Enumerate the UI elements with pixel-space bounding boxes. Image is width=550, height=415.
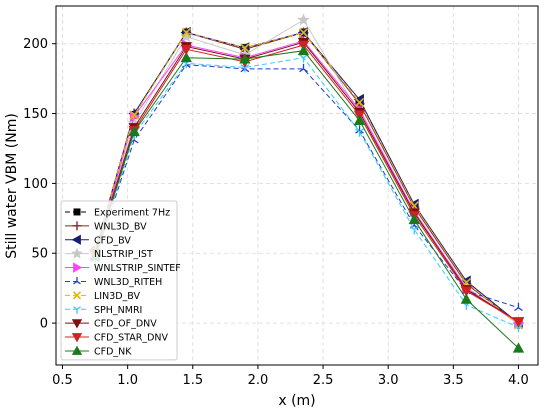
- legend-item: LIN3D_BV: [65, 291, 141, 302]
- legend-label: SPH_NMRI: [94, 305, 142, 316]
- y-tick-label: 50: [31, 247, 48, 262]
- legend-label: LIN3D_BV: [94, 291, 141, 302]
- legend-item: CFD_STAR_DNV: [65, 333, 169, 344]
- x-marker: [129, 110, 139, 120]
- triangle-down-marker: [180, 44, 192, 56]
- triangle-up-marker: [460, 293, 473, 304]
- x-tick-label: 2.0: [248, 373, 269, 388]
- star-marker: [180, 30, 193, 43]
- triangle-up-marker: [512, 342, 525, 353]
- series-line: [94, 31, 519, 325]
- triangle-up-marker: [297, 44, 310, 56]
- y-axis-title: Still water VBM (Nm): [4, 113, 20, 259]
- x-tick-label: 3.5: [443, 373, 464, 388]
- x-tick-label: 2.5: [313, 373, 334, 388]
- series-line: [94, 64, 519, 309]
- tri-down-marker: [299, 54, 308, 63]
- x-marker: [72, 291, 82, 300]
- legend-label: WNL3D_BV: [94, 221, 147, 232]
- tri-down-marker: [355, 128, 364, 137]
- triangle-up-marker: [239, 53, 251, 64]
- y-tick-label: 200: [23, 37, 48, 52]
- legend-item: CFD_OF_DNV: [65, 319, 157, 330]
- legend: Experiment 7Hz WNL3D_BV CFD_BV NLSTRIP_IST W…: [60, 200, 181, 361]
- legend-item: CFD_NK: [65, 345, 132, 357]
- legend-label: CFD_NK: [94, 346, 132, 357]
- legend-label: NLSTRIP_IST: [94, 249, 153, 260]
- legend-item: CFD_BV: [65, 234, 131, 246]
- x-tick-label: 1.5: [182, 373, 203, 388]
- square-marker: [73, 208, 81, 216]
- legend-item: WNLSTRIP_SINTEF: [65, 262, 181, 274]
- tri-down-marker: [73, 306, 81, 314]
- tri-down-marker: [409, 226, 419, 235]
- grid-layer: [56, 6, 538, 365]
- star-marker: [71, 247, 83, 259]
- legend-item: SPH_NMRI: [65, 305, 142, 316]
- triangle-right-marker: [73, 262, 83, 273]
- x-tick-label: 0.5: [52, 373, 73, 388]
- tri-down-marker: [240, 64, 250, 73]
- plus-marker: [72, 221, 82, 231]
- legend-label: WNL3D_RITEH: [94, 277, 162, 288]
- x-marker: [354, 97, 365, 107]
- series-group: [89, 44, 525, 353]
- tri-up-marker: [514, 302, 523, 312]
- tick-layer: 0.5 1.0 1.5 2.0 2.5 3.0 3.5 4.0 0 50 100 150 200: [23, 37, 529, 388]
- triangle-up-marker: [180, 51, 192, 63]
- triangle-down-marker: [71, 319, 83, 329]
- y-tick-label: 100: [23, 177, 48, 192]
- legend-box: [60, 200, 178, 361]
- triangle-up-marker: [408, 213, 420, 225]
- x-axis-title: x (m): [278, 393, 315, 409]
- legend-item: Experiment 7Hz: [65, 207, 170, 218]
- triangle-down-marker: [71, 333, 83, 343]
- x-marker: [240, 43, 250, 53]
- tri-up-marker: [299, 63, 308, 73]
- triangle-left-marker: [71, 234, 81, 245]
- y-tick-label: 150: [23, 107, 48, 122]
- plot-frame: [55, 5, 539, 366]
- x-marker: [298, 27, 309, 38]
- legend-label: CFD_STAR_DNV: [94, 333, 169, 344]
- legend-label: CFD_OF_DNV: [94, 319, 157, 330]
- legend-item: WNL3D_RITEH: [65, 276, 162, 288]
- triangle-down-marker: [460, 286, 473, 297]
- legend-item: WNL3D_BV: [65, 221, 147, 232]
- x-tick-label: 4.0: [508, 373, 529, 388]
- legend-label: Experiment 7Hz: [94, 207, 170, 218]
- tri-up-marker: [73, 276, 81, 285]
- legend-item: NLSTRIP_IST: [65, 247, 153, 260]
- legend-label: WNLSTRIP_SINTEF: [94, 263, 181, 274]
- x-tick-label: 1.0: [117, 373, 138, 388]
- y-tick-label: 0: [40, 317, 48, 332]
- series-layer: [88, 13, 525, 353]
- triangle-up-marker: [353, 114, 366, 125]
- triangle-up-marker: [71, 345, 83, 355]
- triangle-down-marker: [512, 317, 525, 328]
- star-marker: [297, 13, 310, 26]
- triangle-up-marker: [128, 125, 140, 137]
- x-marker: [181, 27, 191, 38]
- legend-label: CFD_BV: [94, 235, 131, 246]
- x-tick-label: 3.0: [378, 373, 399, 388]
- tri-down-marker: [514, 323, 523, 333]
